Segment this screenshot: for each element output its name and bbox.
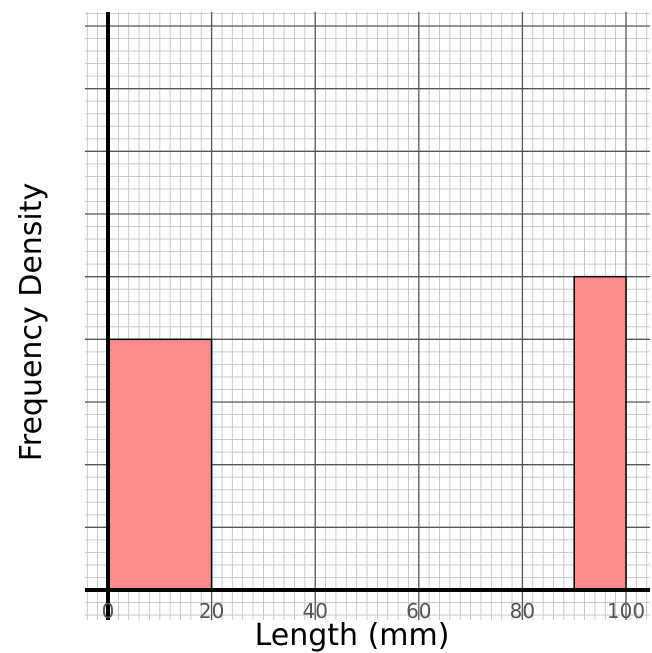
histogram-bar — [573, 275, 627, 591]
x-tick-label: 0 — [102, 599, 115, 623]
histogram-bar — [107, 338, 213, 591]
x-tick-labels: 0 20 40 60 80 100 — [102, 599, 645, 623]
x-tick-label: 40 — [302, 599, 327, 623]
x-tick-label: 80 — [510, 599, 535, 623]
x-tick-label: 60 — [406, 599, 431, 623]
x-tick-label: 100 — [607, 599, 645, 623]
axes-group — [85, 12, 650, 620]
bars-group — [107, 275, 627, 591]
x-tick-label: 20 — [199, 599, 224, 623]
y-axis-title: Frequency Density — [14, 183, 49, 462]
x-axis-title: Length (mm) — [255, 618, 450, 653]
